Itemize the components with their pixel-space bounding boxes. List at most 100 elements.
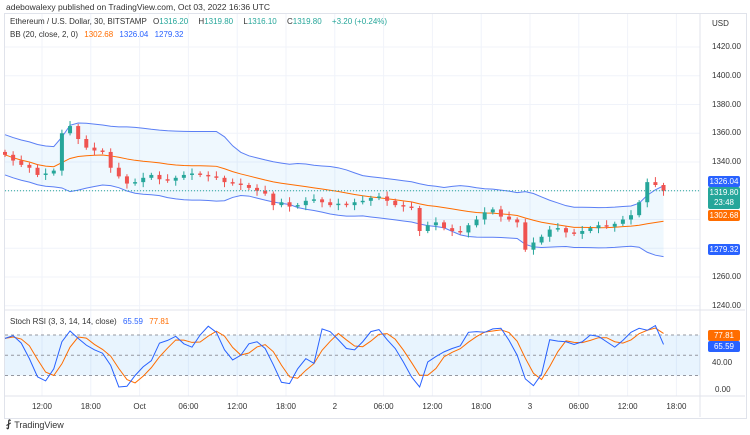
bb-upper-tag: 1326.04	[708, 176, 740, 187]
bb-lower-value: 1279.32	[154, 30, 184, 39]
candle	[433, 222, 438, 226]
high-label: H	[198, 17, 205, 26]
candle	[84, 139, 89, 148]
bb-legend[interactable]: BB (20, close, 2, 0) 1302.68 1326.04 127…	[10, 30, 188, 39]
open-value: 1316.20	[159, 17, 189, 26]
candle	[661, 185, 666, 191]
currency-label: USD	[712, 19, 729, 28]
candle	[588, 228, 593, 231]
candle	[425, 225, 430, 231]
price-tick: 1420.00	[712, 42, 741, 51]
candle	[295, 205, 300, 207]
candle	[255, 187, 260, 191]
symbol-name: Ethereum / U.S. Dollar, 30, BITSTAMP	[10, 17, 147, 26]
high-value: 1319.80	[204, 17, 234, 26]
candle	[490, 209, 495, 213]
candle	[417, 208, 422, 231]
price-tick: 1360.00	[712, 128, 741, 138]
candle	[238, 183, 243, 185]
bb-upper-line	[4, 122, 664, 209]
candle	[198, 173, 203, 175]
time-tick: 18:00	[80, 402, 101, 411]
candle	[539, 236, 544, 243]
candle	[287, 202, 292, 207]
candle	[173, 177, 178, 181]
candle	[393, 200, 398, 206]
ohlc-low: L1316.10	[243, 17, 280, 26]
bb-basis-line	[4, 154, 664, 229]
close-value: 1319.80	[292, 17, 322, 26]
candle	[68, 126, 73, 134]
stoch-d-value: 77.81	[149, 317, 170, 326]
candle	[409, 206, 414, 208]
candle	[19, 160, 24, 165]
bb-upper-value: 1326.04	[119, 30, 149, 39]
candle	[612, 223, 617, 227]
low-value: 1316.10	[247, 17, 277, 26]
time-tick: 18:00	[666, 402, 687, 411]
stoch-label: Stoch RSI (3, 3, 14, 14, close)	[10, 317, 117, 326]
change-value: +3.20 (+0.24%)	[331, 17, 388, 26]
price-tick: 1260.00	[712, 272, 741, 281]
candle	[360, 200, 365, 203]
rsi-tick-40: 40.00	[712, 358, 733, 367]
candle	[466, 225, 471, 233]
brand-name: TradingView	[14, 419, 64, 430]
candle	[51, 170, 56, 174]
bar-countdown: 23:48	[713, 198, 735, 207]
stoch-legend[interactable]: Stoch RSI (3, 3, 14, 14, close) 65.59 77…	[10, 317, 173, 326]
candle	[108, 151, 113, 168]
close-label: C	[286, 17, 293, 26]
candle	[531, 242, 536, 250]
candle	[311, 199, 316, 201]
time-tick: 2	[332, 402, 338, 411]
open-label: O	[153, 17, 160, 26]
published-info: adebowalexy published on TradingView.com…	[6, 2, 270, 12]
price-tick: 1380.00	[712, 99, 741, 109]
candle	[124, 176, 129, 184]
time-tick: 06:00	[178, 402, 199, 411]
tradingview-icon: ⨏	[6, 419, 12, 430]
candle	[133, 182, 138, 184]
candle	[547, 229, 552, 237]
candle	[59, 133, 64, 171]
time-tick: 12:00	[617, 402, 638, 411]
candle	[328, 202, 333, 206]
time-tick: 18:00	[275, 402, 297, 411]
candle	[385, 196, 390, 201]
ohlc-high: H1319.80	[198, 17, 237, 26]
candle	[580, 231, 585, 234]
candle	[141, 177, 146, 183]
chart-frame	[4, 13, 747, 419]
time-tick: 06:00	[373, 402, 394, 411]
candle	[303, 200, 308, 206]
last-price-tag: 1319.80 23:48	[708, 187, 740, 209]
candle	[263, 190, 268, 194]
tradingview-logo[interactable]: ⨏ TradingView	[6, 419, 64, 430]
candle	[653, 182, 658, 185]
candle	[507, 216, 512, 220]
candle	[376, 196, 381, 198]
ohlc-open: O1316.20	[153, 17, 192, 26]
candle	[563, 228, 568, 233]
candle	[336, 203, 341, 206]
candle	[352, 202, 357, 206]
candle	[344, 203, 349, 206]
candle	[572, 232, 577, 234]
candle	[214, 176, 219, 178]
candle	[474, 219, 479, 226]
candle	[206, 174, 211, 177]
candle	[620, 219, 625, 224]
candle	[149, 174, 154, 178]
candle	[181, 174, 186, 178]
candle	[11, 154, 16, 161]
time-tick: 3	[527, 402, 533, 411]
candle	[116, 167, 121, 177]
stoch-k-tag: 65.59	[708, 341, 740, 352]
candle	[458, 231, 463, 233]
candle	[76, 126, 81, 139]
candle	[637, 202, 642, 216]
candle	[596, 225, 601, 229]
ohlc-close: C1319.80	[287, 17, 326, 26]
